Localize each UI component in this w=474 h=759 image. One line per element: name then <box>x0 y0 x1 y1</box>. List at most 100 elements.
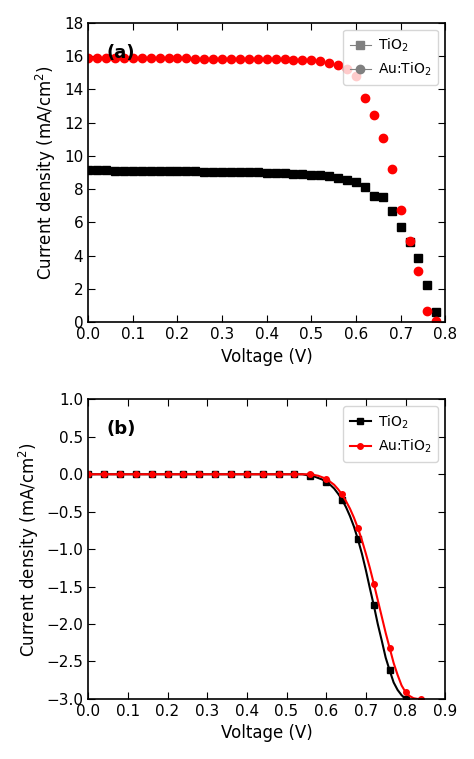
Au:TiO$_2$ <box>419 694 424 704</box>
TiO$_2$ <box>318 171 323 180</box>
Au:TiO$_2$ <box>237 54 243 63</box>
Au:TiO$_2$ <box>398 206 403 215</box>
TiO$_2$ <box>344 175 350 184</box>
Au:TiO$_2$ <box>139 54 145 63</box>
TiO$_2$ <box>228 168 234 177</box>
Au:TiO$_2$ <box>184 470 190 479</box>
X-axis label: Voltage (V): Voltage (V) <box>221 348 312 366</box>
Legend: TiO$_2$, Au:TiO$_2$: TiO$_2$, Au:TiO$_2$ <box>343 406 438 462</box>
Au:TiO$_2$ <box>407 237 412 246</box>
Au:TiO$_2$ <box>252 470 258 479</box>
TiO$_2$ <box>291 169 296 178</box>
Au:TiO$_2$ <box>189 470 194 479</box>
Au:TiO$_2$ <box>157 54 163 63</box>
Au:TiO$_2$ <box>425 307 430 316</box>
Au:TiO$_2$ <box>273 55 278 64</box>
Au:TiO$_2$ <box>344 65 350 74</box>
Au:TiO$_2$ <box>85 54 91 63</box>
X-axis label: Voltage (V): Voltage (V) <box>221 724 312 742</box>
TiO$_2$ <box>283 470 289 479</box>
TiO$_2$ <box>282 168 287 178</box>
Au:TiO$_2$ <box>380 134 385 143</box>
Au:TiO$_2$ <box>148 54 154 63</box>
Au:TiO$_2$ <box>389 165 394 174</box>
TiO$_2$ <box>210 167 216 176</box>
TiO$_2$ <box>166 166 172 175</box>
TiO$_2$ <box>371 601 377 610</box>
Au:TiO$_2$ <box>201 470 206 479</box>
Line: TiO$_2$: TiO$_2$ <box>84 165 440 317</box>
Y-axis label: Current density (mA/cm$^2$): Current density (mA/cm$^2$) <box>17 442 41 657</box>
TiO$_2$ <box>246 168 252 177</box>
TiO$_2$ <box>94 165 100 175</box>
Au:TiO$_2$ <box>264 55 270 64</box>
Au:TiO$_2$ <box>174 54 180 63</box>
TiO$_2$ <box>407 238 412 247</box>
Au:TiO$_2$ <box>326 58 332 67</box>
TiO$_2$ <box>183 167 189 176</box>
Au:TiO$_2$ <box>201 54 207 63</box>
TiO$_2$ <box>121 166 127 175</box>
TiO$_2$ <box>260 470 265 479</box>
Au:TiO$_2$ <box>166 54 172 63</box>
TiO$_2$ <box>192 167 198 176</box>
TiO$_2$ <box>309 170 314 179</box>
Au:TiO$_2$ <box>183 54 189 63</box>
TiO$_2$ <box>237 168 243 177</box>
TiO$_2$ <box>174 167 180 176</box>
Au:TiO$_2$ <box>210 54 216 63</box>
TiO$_2$ <box>273 168 278 178</box>
TiO$_2$ <box>326 172 332 181</box>
TiO$_2$ <box>335 173 341 182</box>
TiO$_2$ <box>85 470 91 479</box>
TiO$_2$ <box>300 169 305 178</box>
TiO$_2$ <box>433 307 439 317</box>
TiO$_2$ <box>343 502 349 512</box>
TiO$_2$ <box>389 206 394 216</box>
Legend: TiO$_2$, Au:TiO$_2$: TiO$_2$, Au:TiO$_2$ <box>343 30 438 85</box>
Au:TiO$_2$ <box>219 54 225 63</box>
Line: Au:TiO$_2$: Au:TiO$_2$ <box>84 54 440 326</box>
Au:TiO$_2$ <box>433 317 439 326</box>
Au:TiO$_2$ <box>399 681 404 690</box>
Au:TiO$_2$ <box>309 56 314 65</box>
Au:TiO$_2$ <box>112 54 118 63</box>
TiO$_2$ <box>103 166 109 175</box>
TiO$_2$ <box>371 191 377 200</box>
TiO$_2$ <box>201 167 207 176</box>
TiO$_2$ <box>264 168 270 177</box>
TiO$_2$ <box>219 167 225 176</box>
Au:TiO$_2$ <box>415 694 420 704</box>
TiO$_2$ <box>398 222 403 231</box>
TiO$_2$ <box>425 280 430 289</box>
Au:TiO$_2$ <box>255 55 261 64</box>
TiO$_2$ <box>139 166 145 175</box>
TiO$_2$ <box>403 694 409 704</box>
Au:TiO$_2$ <box>318 57 323 66</box>
Au:TiO$_2$ <box>192 54 198 63</box>
TiO$_2$ <box>319 475 325 484</box>
TiO$_2$ <box>148 166 154 175</box>
TiO$_2$ <box>359 549 365 558</box>
Y-axis label: Current density (mA/cm$^2$): Current density (mA/cm$^2$) <box>34 65 58 280</box>
Au:TiO$_2$ <box>300 55 305 65</box>
TiO$_2$ <box>112 166 118 175</box>
Au:TiO$_2$ <box>141 470 146 479</box>
Au:TiO$_2$ <box>371 111 377 120</box>
TiO$_2$ <box>255 168 261 177</box>
Au:TiO$_2$ <box>121 54 127 63</box>
TiO$_2$ <box>130 166 136 175</box>
TiO$_2$ <box>85 165 91 175</box>
Text: (a): (a) <box>106 43 135 61</box>
Au:TiO$_2$ <box>103 54 109 63</box>
TiO$_2$ <box>353 178 359 187</box>
Text: (b): (b) <box>106 420 136 439</box>
Au:TiO$_2$ <box>282 55 287 64</box>
Line: TiO$_2$: TiO$_2$ <box>85 471 408 701</box>
Au:TiO$_2$ <box>94 54 100 63</box>
Au:TiO$_2$ <box>291 55 296 65</box>
Au:TiO$_2$ <box>130 54 136 63</box>
Au:TiO$_2$ <box>353 71 359 80</box>
TiO$_2$ <box>362 182 368 191</box>
Au:TiO$_2$ <box>362 93 368 102</box>
